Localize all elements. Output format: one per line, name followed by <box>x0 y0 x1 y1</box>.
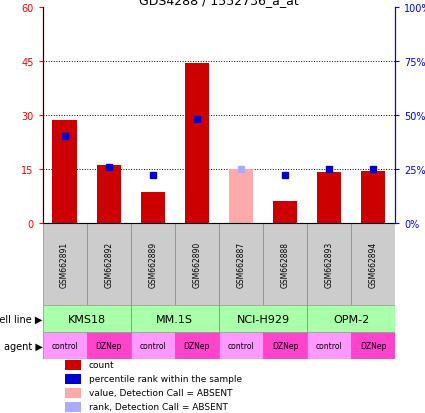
Bar <box>185 64 209 223</box>
Text: GSM662890: GSM662890 <box>193 241 201 287</box>
Bar <box>96 166 121 223</box>
Text: GSM662888: GSM662888 <box>280 241 289 287</box>
Bar <box>229 169 253 223</box>
Text: DZNep: DZNep <box>360 342 386 350</box>
Bar <box>307 332 351 359</box>
Bar <box>273 202 297 223</box>
Bar <box>87 223 131 306</box>
Text: control: control <box>139 342 166 350</box>
Bar <box>219 223 263 306</box>
Text: DZNep: DZNep <box>184 342 210 350</box>
Text: control: control <box>51 342 78 350</box>
Text: GSM662887: GSM662887 <box>236 241 245 287</box>
Bar <box>42 306 131 332</box>
Text: NCI-H929: NCI-H929 <box>236 314 289 324</box>
Bar <box>263 223 307 306</box>
Bar <box>175 223 219 306</box>
Bar <box>131 332 175 359</box>
Text: KMS18: KMS18 <box>68 314 106 324</box>
Bar <box>65 361 81 370</box>
Bar <box>52 121 76 223</box>
Text: GSM662892: GSM662892 <box>104 241 113 287</box>
Bar <box>175 332 219 359</box>
Text: DZNep: DZNep <box>96 342 122 350</box>
Bar <box>87 332 131 359</box>
Text: rank, Detection Call = ABSENT: rank, Detection Call = ABSENT <box>89 402 228 411</box>
Bar <box>361 171 385 223</box>
Text: value, Detection Call = ABSENT: value, Detection Call = ABSENT <box>89 388 232 397</box>
Bar <box>263 332 307 359</box>
Bar <box>42 223 87 306</box>
Text: GSM662893: GSM662893 <box>325 241 334 287</box>
Bar <box>307 223 351 306</box>
Text: percentile rank within the sample: percentile rank within the sample <box>89 374 242 383</box>
Text: GSM662891: GSM662891 <box>60 241 69 287</box>
Bar <box>131 223 175 306</box>
Text: MM.1S: MM.1S <box>156 314 193 324</box>
Text: control: control <box>227 342 254 350</box>
Text: OPM-2: OPM-2 <box>333 314 369 324</box>
Bar <box>131 306 219 332</box>
Bar <box>65 374 81 384</box>
Bar <box>65 402 81 412</box>
Title: GDS4288 / 1552736_a_at: GDS4288 / 1552736_a_at <box>139 0 299 7</box>
Bar <box>219 306 307 332</box>
Bar <box>219 332 263 359</box>
Bar <box>141 192 165 223</box>
Bar <box>65 388 81 398</box>
Bar <box>351 332 395 359</box>
Bar <box>317 173 341 223</box>
Text: DZNep: DZNep <box>272 342 298 350</box>
Text: GSM662889: GSM662889 <box>148 241 157 287</box>
Bar <box>307 306 395 332</box>
Text: count: count <box>89 360 114 369</box>
Bar <box>351 223 395 306</box>
Text: control: control <box>316 342 343 350</box>
Text: agent ▶: agent ▶ <box>4 341 43 351</box>
Text: GSM662894: GSM662894 <box>369 241 378 287</box>
Bar <box>42 332 87 359</box>
Text: cell line ▶: cell line ▶ <box>0 314 42 324</box>
